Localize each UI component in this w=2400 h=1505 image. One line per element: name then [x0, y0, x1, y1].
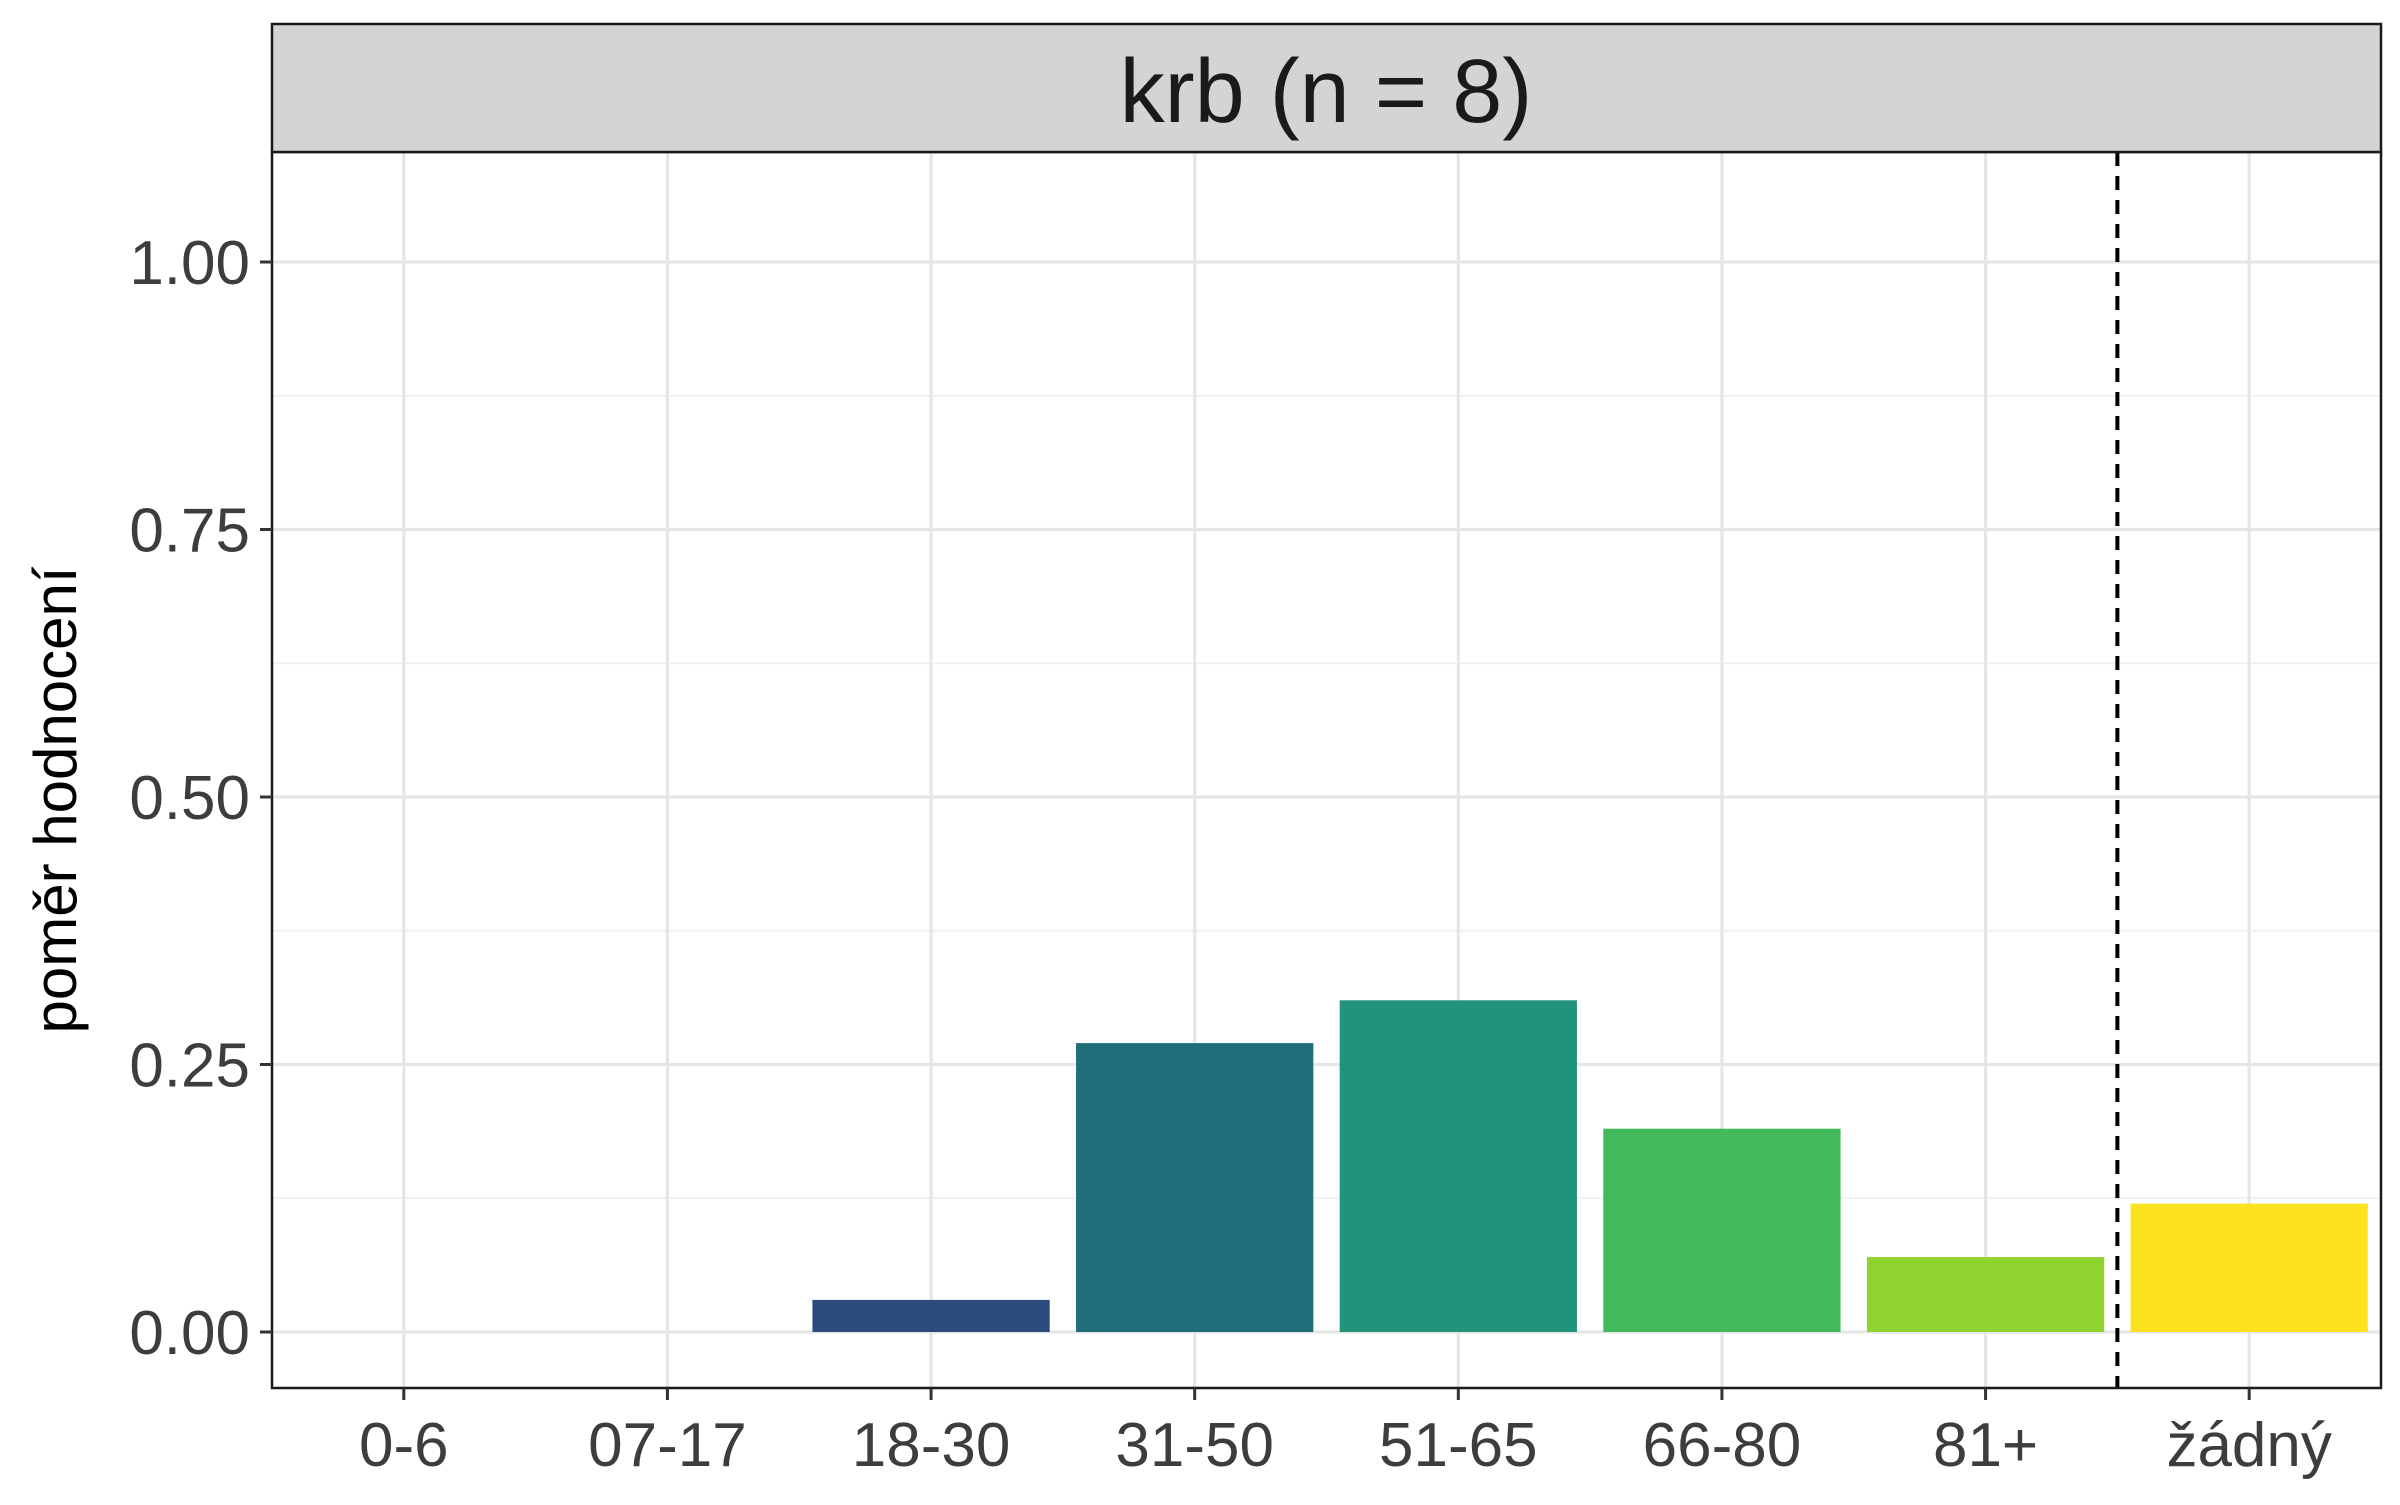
x-tick-label: žádný — [2166, 1411, 2331, 1480]
bar-81+ — [1866, 1257, 2105, 1332]
bar-66-80 — [1603, 1128, 1841, 1332]
bar-31-50 — [1076, 1043, 1314, 1332]
x-tick-label: 51-65 — [1379, 1411, 1538, 1480]
facet-strip-background — [270, 22, 2383, 154]
y-axis-title: poměr hodnocení — [22, 566, 89, 1033]
x-tick-label: 31-50 — [1115, 1411, 1274, 1480]
x-tick-label: 81+ — [1933, 1411, 2038, 1480]
x-tick-label: 18-30 — [852, 1411, 1011, 1480]
facet-strip: krb (n = 8) — [270, 22, 2383, 154]
x-tick-label: 0-6 — [359, 1411, 449, 1480]
y-tick-label: 0.75 — [129, 497, 250, 566]
y-tick-label: 0.50 — [129, 764, 250, 833]
bar-18-30 — [812, 1299, 1050, 1332]
y-tick-label: 0.25 — [129, 1032, 250, 1101]
y-tick-label: 0.00 — [129, 1299, 250, 1368]
facet-title: krb (n = 8) — [1120, 42, 1533, 142]
grid-lines — [272, 152, 2381, 1388]
bars — [812, 1000, 2368, 1332]
bar-žádný — [2130, 1203, 2368, 1332]
y-tick-label: 1.00 — [129, 229, 250, 298]
x-tick-label: 66-80 — [1643, 1411, 1802, 1480]
x-tick-label: 07-17 — [588, 1411, 747, 1480]
axes: 0.00 0.25 0.50 0.75 1.00 0-6 07-17 18-30 31-50 51… — [129, 229, 2332, 1480]
bar-51-65 — [1339, 1000, 1577, 1332]
